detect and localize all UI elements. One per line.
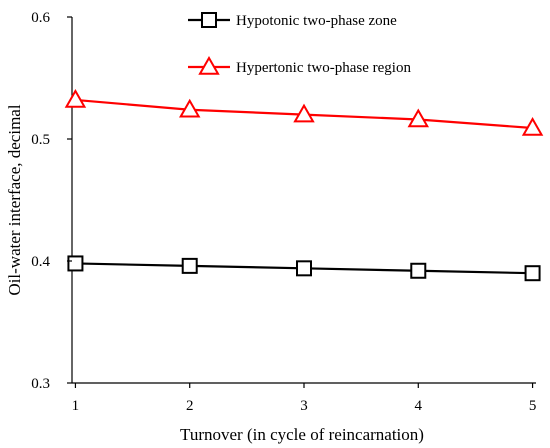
y-tick-label: 0.4 [31,254,50,270]
x-tick-label: 1 [72,398,80,414]
data-point [410,262,427,279]
y-tick-label: 0.6 [31,10,50,26]
data-point [64,88,87,108]
data-point [407,108,430,128]
legend-label: Hypotonic two-phase zone [236,13,397,29]
legend: Hypotonic two-phase zone Hypertonic two-p… [188,12,411,76]
data-point [524,265,541,282]
x-axis-title: Turnover (in cycle of reincarnation) [180,425,424,444]
y-axis-title: Oil-water interface, decimal [5,104,24,295]
y-tick-label: 0.5 [31,132,50,148]
y-tick-label: 0.3 [31,376,50,392]
legend-item: Hypotonic two-phase zone [188,12,397,29]
legend-item: Hypertonic two-phase region [188,55,411,76]
data-point [296,260,312,277]
x-axis-ticks: 1 2 3 4 5 [72,383,537,414]
series-hypertonic [64,88,544,136]
series-hypotonic [67,255,541,282]
x-tick-label: 4 [415,398,423,414]
plot-area [64,17,544,384]
data-point [67,255,84,272]
legend-marker [198,55,220,75]
x-tick-label: 3 [300,398,308,414]
data-point [293,103,315,123]
y-axis-ticks: 0.3 0.4 0.5 0.6 [31,10,72,392]
x-tick-label: 2 [186,398,194,414]
x-tick-label: 5 [529,398,537,414]
legend-marker [201,12,217,28]
data-point [178,98,201,118]
data-point [181,257,198,274]
data-point [521,117,544,136]
legend-label: Hypertonic two-phase region [236,60,411,76]
